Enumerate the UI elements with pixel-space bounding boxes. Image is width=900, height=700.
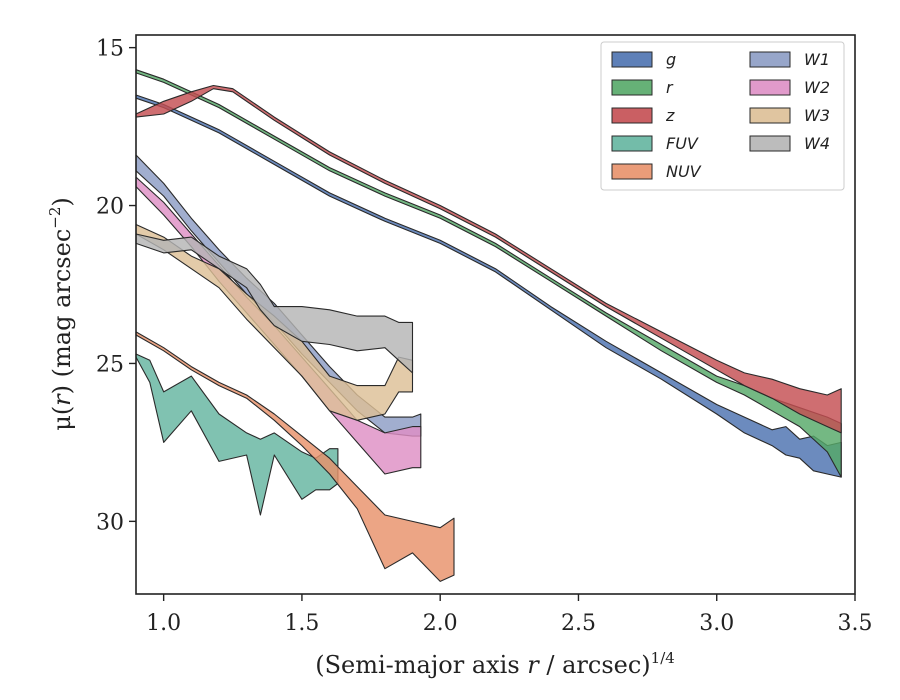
x-axis-label: (Semi-major axis r / arcsec)1/4 xyxy=(315,649,675,679)
x-tick-label: 2.0 xyxy=(423,611,458,636)
y-axis-label: μ(r) (mag arcsec−2) xyxy=(46,197,76,431)
series-layer xyxy=(135,69,842,582)
series-band-r xyxy=(135,69,842,478)
legend-label-w2: W2 xyxy=(804,78,830,97)
y-tick-label: 25 xyxy=(96,352,124,377)
legend-swatch-g xyxy=(611,51,653,68)
legend-swatch-z xyxy=(611,107,653,124)
series-band-w4 xyxy=(135,233,414,374)
plot-frame xyxy=(135,34,856,595)
legend-label-w3: W3 xyxy=(804,106,830,125)
legend-label-z: z xyxy=(665,106,675,125)
legend-label-r: r xyxy=(666,78,674,97)
y-tick-label: 30 xyxy=(96,510,124,535)
x-tick-label: 3.5 xyxy=(838,611,873,636)
legend: grz FUV NUV W1 W2 W3 W4 xyxy=(600,41,845,191)
y-axis: 15 20 25 30 xyxy=(96,37,136,535)
y-tick-label: 15 xyxy=(96,37,124,62)
x-tick-label: 2.5 xyxy=(561,611,596,636)
x-tick-label: 1.5 xyxy=(284,611,319,636)
legend-label-g: g xyxy=(666,50,676,69)
y-tick-label: 20 xyxy=(96,195,124,220)
legend-label-w1: W1 xyxy=(804,50,830,69)
legend-label-fuv: FUV xyxy=(666,134,699,153)
legend-swatch-w2 xyxy=(749,79,791,96)
x-tick-label: 3.0 xyxy=(699,611,734,636)
legend-frame xyxy=(600,41,845,191)
legend-label-nuv: NUV xyxy=(666,162,702,181)
legend-swatch-w4 xyxy=(749,135,791,152)
legend-swatch-fuv xyxy=(611,135,653,152)
legend-swatch-nuv xyxy=(611,163,653,180)
series-band-z xyxy=(135,84,842,434)
legend-swatch-w3 xyxy=(749,107,791,124)
legend-swatch-w1 xyxy=(749,51,791,68)
legend-label-w4: W4 xyxy=(804,134,830,153)
legend-swatch-r xyxy=(611,79,653,96)
series-band-nuv xyxy=(135,331,455,582)
x-tick-label: 1.0 xyxy=(146,611,181,636)
x-axis: 1.0 1.5 2.0 2.5 3.0 3.5 xyxy=(146,594,873,636)
